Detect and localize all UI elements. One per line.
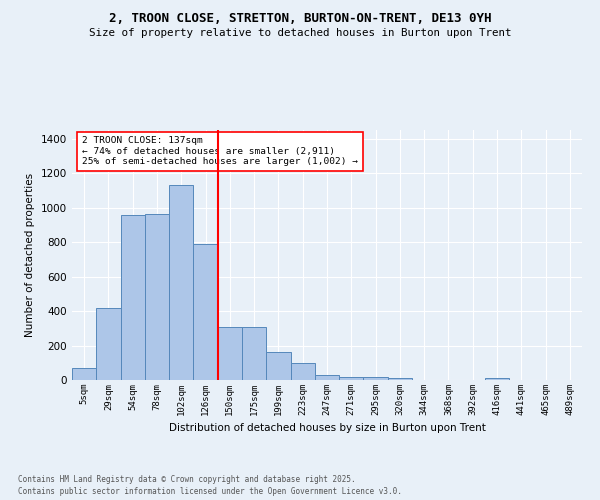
- Bar: [193, 244, 218, 380]
- Text: 2 TROON CLOSE: 137sqm
← 74% of detached houses are smaller (2,911)
25% of semi-d: 2 TROON CLOSE: 137sqm ← 74% of detached …: [82, 136, 358, 166]
- X-axis label: Distribution of detached houses by size in Burton upon Trent: Distribution of detached houses by size …: [169, 424, 485, 434]
- Text: Contains public sector information licensed under the Open Government Licence v3: Contains public sector information licen…: [18, 487, 402, 496]
- Bar: [169, 185, 193, 380]
- Bar: [364, 378, 388, 380]
- Bar: [290, 363, 315, 380]
- Bar: [266, 352, 290, 380]
- Bar: [315, 375, 339, 380]
- Bar: [145, 214, 169, 380]
- Y-axis label: Number of detached properties: Number of detached properties: [25, 173, 35, 337]
- Bar: [96, 308, 121, 380]
- Bar: [218, 328, 242, 380]
- Text: Contains HM Land Registry data © Crown copyright and database right 2025.: Contains HM Land Registry data © Crown c…: [18, 475, 356, 484]
- Bar: [485, 378, 509, 380]
- Bar: [339, 376, 364, 380]
- Text: 2, TROON CLOSE, STRETTON, BURTON-ON-TRENT, DE13 0YH: 2, TROON CLOSE, STRETTON, BURTON-ON-TREN…: [109, 12, 491, 26]
- Text: Size of property relative to detached houses in Burton upon Trent: Size of property relative to detached ho…: [89, 28, 511, 38]
- Bar: [121, 216, 145, 380]
- Bar: [388, 378, 412, 380]
- Bar: [72, 368, 96, 380]
- Bar: [242, 328, 266, 380]
